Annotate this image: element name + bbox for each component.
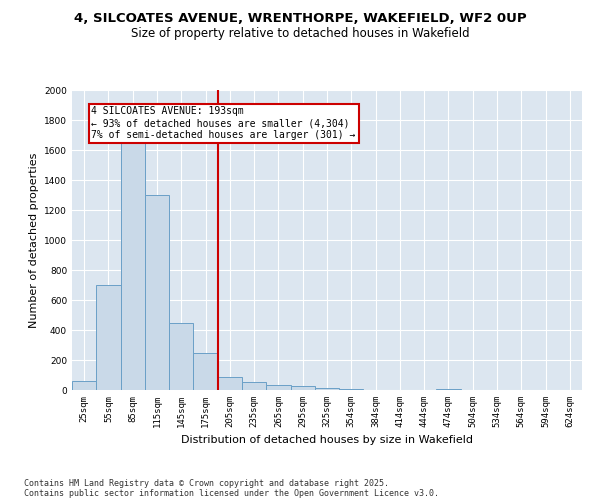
Y-axis label: Number of detached properties: Number of detached properties bbox=[29, 152, 38, 328]
Bar bbox=[169, 322, 193, 390]
X-axis label: Distribution of detached houses by size in Wakefield: Distribution of detached houses by size … bbox=[181, 436, 473, 446]
Bar bbox=[266, 385, 290, 390]
Bar bbox=[218, 376, 242, 390]
Bar bbox=[145, 195, 169, 390]
Bar bbox=[96, 285, 121, 390]
Bar bbox=[193, 353, 218, 390]
Bar bbox=[72, 381, 96, 390]
Bar bbox=[315, 388, 339, 390]
Text: Size of property relative to detached houses in Wakefield: Size of property relative to detached ho… bbox=[131, 28, 469, 40]
Bar bbox=[121, 142, 145, 390]
Bar bbox=[242, 382, 266, 390]
Text: Contains HM Land Registry data © Crown copyright and database right 2025.: Contains HM Land Registry data © Crown c… bbox=[24, 478, 389, 488]
Bar bbox=[339, 389, 364, 390]
Text: 4 SILCOATES AVENUE: 193sqm
← 93% of detached houses are smaller (4,304)
7% of se: 4 SILCOATES AVENUE: 193sqm ← 93% of deta… bbox=[91, 106, 356, 140]
Text: 4, SILCOATES AVENUE, WRENTHORPE, WAKEFIELD, WF2 0UP: 4, SILCOATES AVENUE, WRENTHORPE, WAKEFIE… bbox=[74, 12, 526, 26]
Bar bbox=[290, 386, 315, 390]
Bar bbox=[436, 389, 461, 390]
Text: Contains public sector information licensed under the Open Government Licence v3: Contains public sector information licen… bbox=[24, 488, 439, 498]
